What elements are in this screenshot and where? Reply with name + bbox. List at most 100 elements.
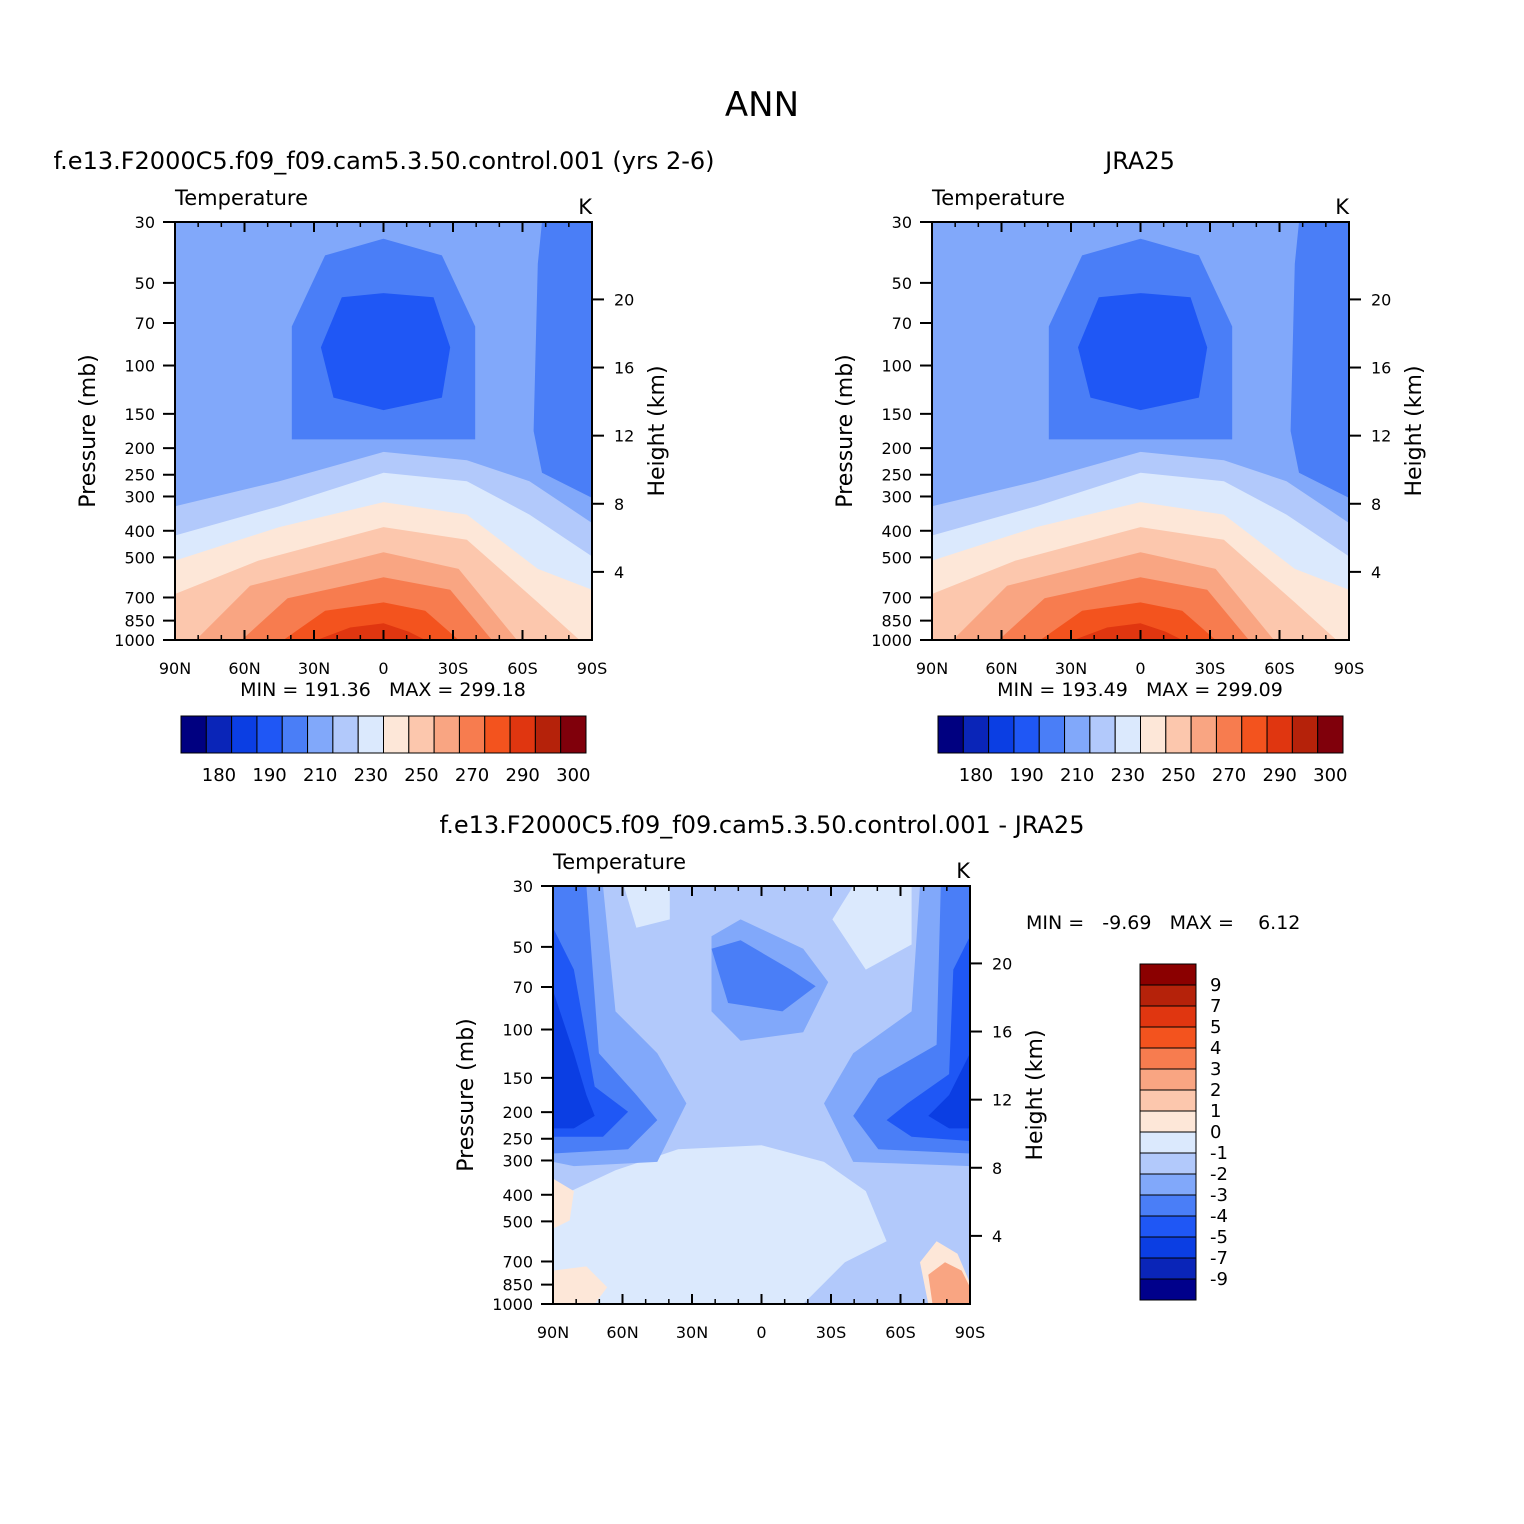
contour-band	[1078, 293, 1208, 411]
y-tick-label: 1000	[114, 631, 155, 650]
colorbar-box	[1317, 715, 1344, 754]
chart-panel-2: JRA25 Temperature K 90N 60N 30N 0 30S 60S 90S 30 50…	[833, 147, 1427, 786]
colorbar-box	[231, 715, 258, 754]
y-tick-label: 30	[513, 877, 533, 896]
x-tick-label: 90S	[1334, 659, 1365, 678]
x-tick-label: 60N	[228, 659, 260, 678]
y-tick-label: 250	[502, 1130, 533, 1149]
colorbar-label: 180	[959, 765, 993, 786]
colorbar-box	[1139, 1005, 1197, 1028]
colorbar-label: 210	[303, 765, 337, 786]
x-tick-label: 60N	[606, 1323, 638, 1342]
colorbar-box	[1139, 1257, 1197, 1280]
colorbar-box	[988, 715, 1015, 754]
colorbar-label: 300	[556, 765, 590, 786]
panel-subtitle: f.e13.F2000C5.f09_f09.cam5.3.50.control.…	[53, 147, 714, 175]
y-tick-label: 250	[881, 466, 912, 485]
y-tick-label: 500	[881, 548, 912, 567]
contour-band	[553, 1266, 608, 1304]
contour-band	[886, 936, 970, 1141]
colorbar-label: -1	[1210, 1143, 1228, 1164]
y-tick-label: 700	[502, 1252, 533, 1271]
colorbar-label: 2	[1210, 1080, 1221, 1101]
y-tick-label: 1000	[492, 1295, 533, 1314]
y-tick-label: 100	[124, 357, 155, 376]
contour-band	[623, 886, 670, 928]
x-tick-label: 60S	[1264, 659, 1295, 678]
contour-band	[533, 222, 592, 498]
y-tick-label: 70	[513, 978, 533, 997]
y-right-tick-label: 20	[1371, 290, 1391, 309]
colorbar-label: -5	[1210, 1227, 1228, 1248]
y-tick-label: 500	[502, 1212, 533, 1231]
colorbar-box	[509, 715, 536, 754]
colorbar-box	[1139, 1236, 1197, 1259]
contour-band	[553, 990, 595, 1129]
y-tick-label: 70	[892, 314, 912, 333]
y-tick-label: 300	[881, 487, 912, 506]
colorbar-box	[1241, 715, 1268, 754]
colorbar-box	[1139, 1089, 1197, 1112]
panel-subtitle: JRA25	[1103, 147, 1175, 175]
colorbar-box	[1139, 1026, 1197, 1049]
panel-unit-label: K	[956, 859, 971, 883]
colorbar-box	[1190, 715, 1217, 754]
colorbar-label: 250	[1161, 765, 1195, 786]
y-right-tick-label: 12	[614, 427, 634, 446]
y-tick-label: 150	[502, 1069, 533, 1088]
y-tick-label: 400	[124, 522, 155, 541]
x-tick-label: 90N	[537, 1323, 569, 1342]
colorbar-box	[205, 715, 233, 754]
contour-band	[283, 602, 459, 640]
colorbar-box	[1089, 715, 1116, 754]
colorbar-box	[357, 715, 384, 754]
y-tick-label: 850	[124, 612, 155, 631]
contour-band	[553, 1178, 574, 1229]
colorbar-box	[1038, 715, 1066, 754]
y-tick-label: 850	[881, 612, 912, 631]
y-tick-label: 400	[502, 1186, 533, 1205]
colorbar-box	[1064, 715, 1091, 754]
y-tick-label: 500	[124, 548, 155, 567]
colorbar-label: 250	[404, 765, 438, 786]
y-axis-label: Pressure (mb)	[833, 354, 858, 508]
x-tick-label: 30S	[1195, 659, 1226, 678]
y-right-axis-label: Height (km)	[645, 365, 670, 496]
colorbar-box	[1139, 1110, 1197, 1133]
colorbar-label: -4	[1210, 1206, 1228, 1227]
colorbar-label: -3	[1210, 1185, 1228, 1206]
colorbar-box	[1266, 715, 1293, 754]
colorbar-label: 9	[1210, 975, 1221, 996]
chart-panel-1: f.e13.F2000C5.f09_f09.cam5.3.50.control.…	[53, 147, 714, 786]
colorbar-box	[1139, 1278, 1197, 1301]
y-tick-label: 300	[502, 1151, 533, 1170]
contour-band	[832, 886, 912, 970]
colorbar-box	[256, 715, 283, 754]
x-tick-label: 60S	[885, 1323, 916, 1342]
colorbar-box	[307, 715, 334, 754]
colorbar-label: 4	[1210, 1038, 1221, 1059]
colorbar-box	[458, 715, 486, 754]
colorbar-label: -7	[1210, 1248, 1228, 1269]
colorbar-box	[1291, 715, 1319, 754]
x-tick-label: 0	[1135, 659, 1145, 678]
colorbar-label: 3	[1210, 1059, 1221, 1080]
y-right-tick-label: 8	[1371, 495, 1381, 514]
x-tick-label: 60S	[507, 659, 538, 678]
y-right-tick-label: 12	[1371, 427, 1391, 446]
figure-title: ANN	[725, 85, 799, 125]
contour-band	[711, 940, 816, 1012]
colorbar-box	[180, 715, 207, 754]
y-right-tick-label: 12	[992, 1091, 1012, 1110]
y-tick-label: 30	[892, 213, 912, 232]
colorbar-box	[1140, 715, 1167, 754]
colorbar-label: 190	[1009, 765, 1043, 786]
colorbar-label: 290	[506, 765, 540, 786]
y-right-tick-label: 16	[992, 1023, 1012, 1042]
colorbar-label: 230	[354, 765, 388, 786]
x-tick-label: 90N	[916, 659, 948, 678]
contour-band	[1040, 602, 1216, 640]
panel-variable-label: Temperature	[931, 186, 1065, 210]
colorbar-box	[560, 715, 587, 754]
